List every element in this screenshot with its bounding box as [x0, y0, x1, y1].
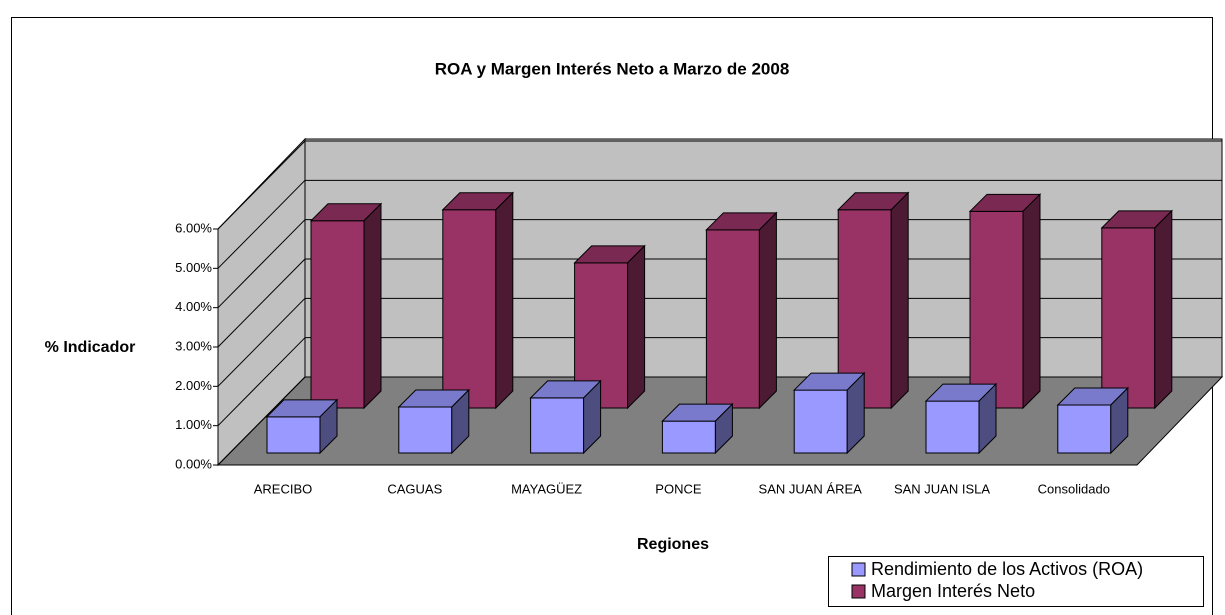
- bar-front: [442, 209, 497, 409]
- grid-line: [217, 337, 306, 427]
- bar-side: [319, 398, 338, 455]
- bar: [705, 211, 778, 410]
- bar-side: [363, 202, 382, 410]
- bar-side: [627, 244, 646, 410]
- bar-front: [925, 400, 980, 454]
- bar: [309, 202, 383, 410]
- bar-front: [969, 210, 1024, 409]
- bar: [265, 398, 339, 455]
- bar-front: [1057, 404, 1112, 454]
- bar: [968, 193, 1042, 410]
- bar: [441, 191, 515, 410]
- bar-front: [310, 220, 365, 409]
- bar: [1056, 386, 1130, 455]
- grid-line: [217, 258, 306, 348]
- bar-side: [714, 402, 733, 455]
- grid-line: [217, 219, 306, 309]
- legend: [828, 556, 1204, 607]
- bar-side: [583, 379, 602, 455]
- grid-line: [217, 376, 306, 466]
- y-tick-label: 1.00%: [175, 417, 212, 432]
- bar-side: [1022, 193, 1041, 410]
- x-tick-label: MAYAGÜEZ: [511, 481, 582, 496]
- bar-front: [266, 416, 321, 454]
- y-tick-label: 4.00%: [175, 299, 212, 314]
- bar-front: [1101, 227, 1156, 409]
- legend-label: Rendimiento de los Activos (ROA): [871, 559, 1143, 579]
- x-tick-label: ARECIBO: [254, 481, 313, 496]
- x-axis-title: Regiones: [637, 536, 709, 553]
- bar-side: [1110, 386, 1129, 455]
- y-axis-title: % Indicador: [45, 339, 136, 356]
- y-tick-label: 0.00%: [175, 456, 212, 471]
- bar-side: [978, 382, 997, 455]
- bar: [1100, 209, 1174, 410]
- legend-label: Margen Interés Neto: [871, 581, 1035, 601]
- y-tick-label: 6.00%: [175, 220, 212, 235]
- legend-swatch: [851, 562, 866, 577]
- y-tick-label: 5.00%: [175, 260, 212, 275]
- bar-front: [398, 406, 453, 454]
- bar: [924, 382, 998, 455]
- x-tick-label: SAN JUAN ÁREA: [759, 481, 863, 496]
- bar-side: [758, 211, 777, 410]
- x-tick-label: PONCE: [655, 481, 702, 496]
- x-tick-label: Consolidado: [1038, 481, 1110, 496]
- bar: [661, 402, 734, 455]
- bar-front: [793, 389, 848, 454]
- y-tick-label: 2.00%: [175, 378, 212, 393]
- chart-title: ROA y Margen Interés Neto a Marzo de 200…: [435, 59, 790, 78]
- bar: [529, 379, 602, 455]
- bar-front: [661, 420, 716, 454]
- y-tick-label: 3.00%: [175, 338, 212, 353]
- bar-side: [451, 388, 470, 455]
- x-tick-label: SAN JUAN ISLA: [894, 481, 990, 496]
- grid-line: [217, 297, 306, 387]
- bar: [397, 388, 471, 455]
- bar-side: [495, 191, 514, 410]
- bar-front: [705, 229, 760, 409]
- bar-side: [846, 371, 865, 455]
- grid-line: [217, 179, 306, 269]
- x-tick-label: CAGUAS: [387, 481, 442, 496]
- bar-side: [890, 191, 909, 410]
- bar: [792, 371, 866, 455]
- bar-side: [1154, 209, 1173, 410]
- grid-line: [217, 140, 306, 230]
- bar-front: [530, 397, 585, 454]
- legend-swatch: [851, 584, 866, 599]
